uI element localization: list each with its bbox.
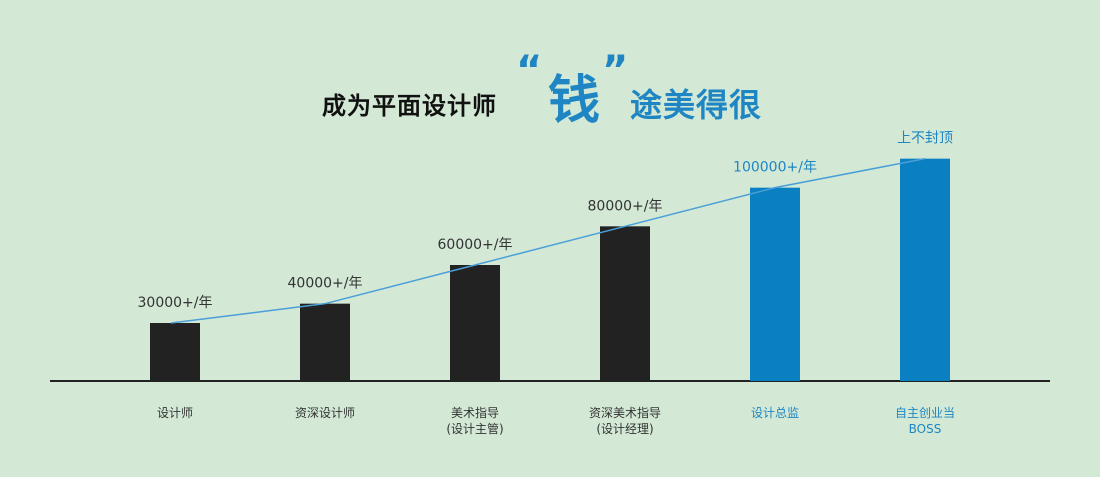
- value-label-5: 上不封顶: [897, 131, 953, 147]
- category-label-5-1: BOSS: [909, 422, 942, 436]
- title-quote-open: “: [516, 48, 543, 94]
- trend-line: [170, 157, 926, 324]
- category-label-2-0: 美术指导: [451, 405, 499, 420]
- category-label-3-0: 资深美术指导: [589, 405, 661, 420]
- bar-1: [300, 303, 350, 381]
- bar-0: [150, 323, 200, 381]
- category-label-1-0: 资深设计师: [295, 406, 355, 420]
- chart-title: 成为平面设计师 “ 钱 ” 途美得很: [0, 40, 1100, 131]
- value-label-3: 80000+/年: [588, 198, 663, 214]
- title-highlight: 钱: [548, 71, 601, 131]
- bar-2: [450, 265, 500, 381]
- value-label-1: 40000+/年: [288, 276, 363, 292]
- title-right: 途美得很: [630, 86, 763, 124]
- category-label-0-0: 设计师: [157, 406, 193, 420]
- category-label-3-1: (设计经理): [596, 422, 653, 436]
- value-label-0: 30000+/年: [138, 295, 213, 311]
- title-left: 成为平面设计师: [322, 92, 497, 120]
- bar-5: [900, 158, 950, 381]
- bar-3: [600, 226, 650, 381]
- bar-4: [750, 187, 800, 381]
- value-label-4: 100000+/年: [733, 160, 817, 176]
- title-quote-close: ”: [602, 48, 629, 94]
- category-label-5-0: 自主创业当: [895, 406, 955, 420]
- category-label-4-0: 设计总监: [751, 406, 799, 420]
- value-label-2: 60000+/年: [438, 237, 513, 253]
- category-label-2-1: (设计主管): [446, 421, 503, 436]
